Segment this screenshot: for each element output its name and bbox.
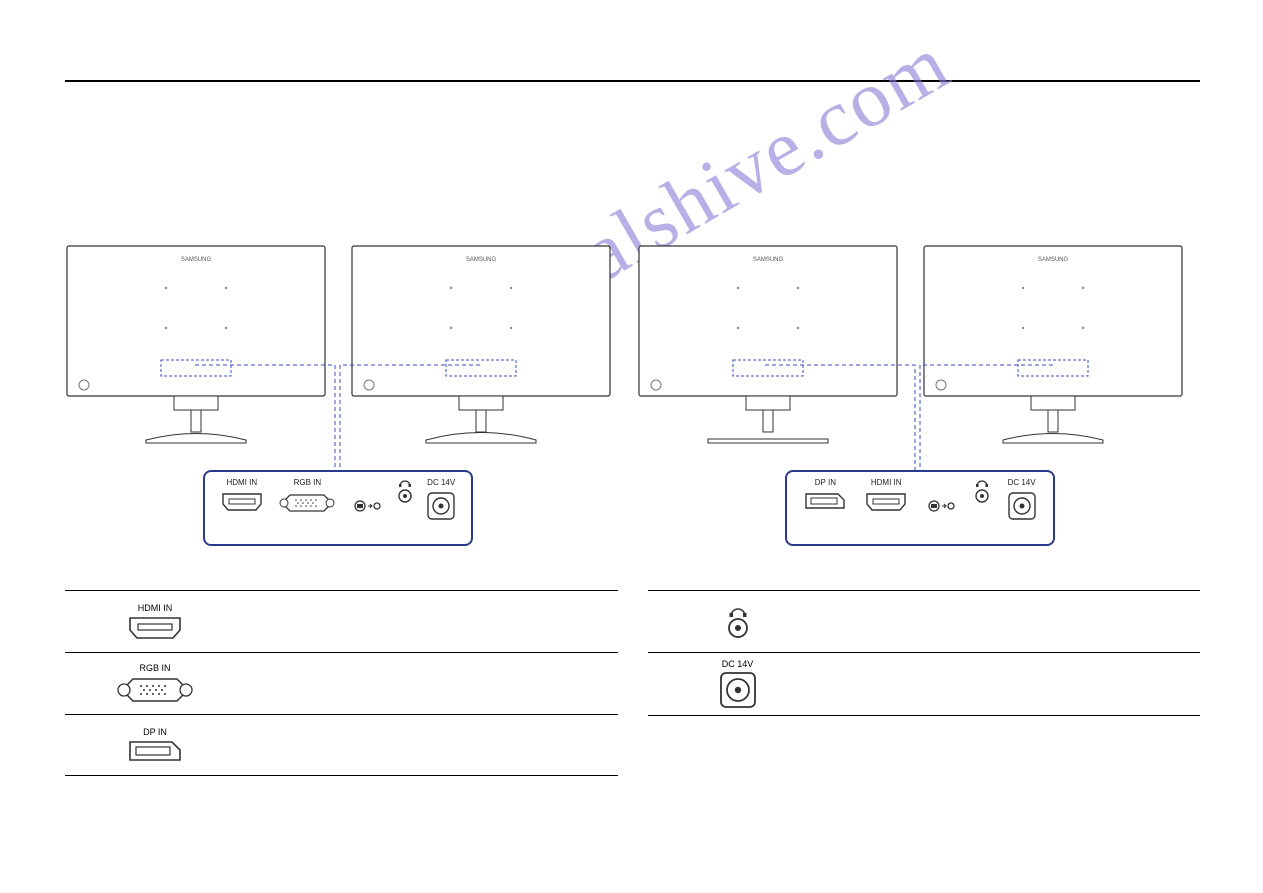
jack-icon xyxy=(975,489,989,503)
kensington-icon xyxy=(352,492,382,514)
table-cell-headphone xyxy=(648,598,828,645)
vga-icon xyxy=(278,492,336,514)
jack-icon xyxy=(727,617,749,639)
headphone-icon xyxy=(975,478,989,487)
monitor-3: SAMSUNG xyxy=(637,245,899,445)
monitor-icon: SAMSUNG xyxy=(65,245,327,445)
headphone-icon xyxy=(728,604,748,617)
brand-text: SAMSUNG xyxy=(181,257,212,263)
port-label: HDMI IN xyxy=(138,603,173,613)
port-dp: DP IN xyxy=(804,478,846,512)
table-row xyxy=(648,590,1201,652)
hdmi-icon xyxy=(865,492,907,514)
dc-icon xyxy=(427,492,455,520)
port-headphone xyxy=(975,478,989,503)
port-label: DC 14V xyxy=(1008,478,1036,488)
port-label: DC 14V xyxy=(427,478,455,488)
port-label: RGB IN xyxy=(294,478,322,488)
port-label: HDMI IN xyxy=(226,478,257,488)
page-container xyxy=(65,80,1200,122)
port-label: DC 14V xyxy=(722,659,754,669)
brand-text: SAMSUNG xyxy=(753,257,784,263)
top-rule xyxy=(65,80,1200,82)
port-label: HDMI IN xyxy=(871,478,902,488)
vga-icon xyxy=(115,675,195,705)
hdmi-icon xyxy=(221,492,263,514)
port-label xyxy=(366,478,368,488)
port-hdmi: HDMI IN xyxy=(865,478,907,514)
hdmi-icon xyxy=(127,615,183,641)
table-right: DC 14V xyxy=(648,590,1201,776)
brand-text: SAMSUNG xyxy=(1038,257,1069,263)
port-security xyxy=(926,478,956,514)
table-cell-hdmi: HDMI IN xyxy=(65,597,245,647)
headphone-icon xyxy=(398,478,412,487)
port-label xyxy=(940,478,942,488)
monitor-icon: SAMSUNG xyxy=(350,245,612,445)
brand-text: SAMSUNG xyxy=(466,257,497,263)
port-dc: DC 14V xyxy=(427,478,455,520)
monitor-icon: SAMSUNG xyxy=(922,245,1184,445)
kensington-icon xyxy=(926,492,956,514)
dp-icon xyxy=(804,492,846,512)
monitor-icon: SAMSUNG xyxy=(637,245,899,445)
table-left: HDMI IN RGB IN DP IN xyxy=(65,590,618,776)
port-tables: HDMI IN RGB IN DP IN xyxy=(65,590,1200,776)
table-row: DC 14V xyxy=(648,652,1201,716)
monitor-4: SAMSUNG xyxy=(922,245,1184,445)
monitor-2: SAMSUNG xyxy=(350,245,612,445)
dc-icon xyxy=(719,671,757,709)
port-headphone xyxy=(398,478,412,503)
port-label: RGB IN xyxy=(139,663,170,673)
port-hdmi: HDMI IN xyxy=(221,478,263,514)
port-vga: RGB IN xyxy=(278,478,336,514)
table-cell-dc: DC 14V xyxy=(648,653,828,715)
port-dc: DC 14V xyxy=(1008,478,1036,520)
diagram-zone: SAMSUNG SAMSUNG SAMSUNG SAMSUNG xyxy=(65,245,1200,545)
dc-icon xyxy=(1008,492,1036,520)
dp-icon xyxy=(127,739,183,763)
port-label: DP IN xyxy=(815,478,836,488)
port-label: DP IN xyxy=(143,727,167,737)
port-security xyxy=(352,478,382,514)
table-row: DP IN xyxy=(65,714,618,776)
monitor-1: SAMSUNG xyxy=(65,245,327,445)
table-row: HDMI IN xyxy=(65,590,618,652)
jack-icon xyxy=(398,489,412,503)
port-panel-right: DP IN HDMI IN DC 14V xyxy=(785,470,1055,546)
table-row: RGB IN xyxy=(65,652,618,714)
table-cell-dp: DP IN xyxy=(65,721,245,769)
table-cell-vga: RGB IN xyxy=(65,657,245,711)
port-panel-left: HDMI IN RGB IN xyxy=(203,470,473,546)
